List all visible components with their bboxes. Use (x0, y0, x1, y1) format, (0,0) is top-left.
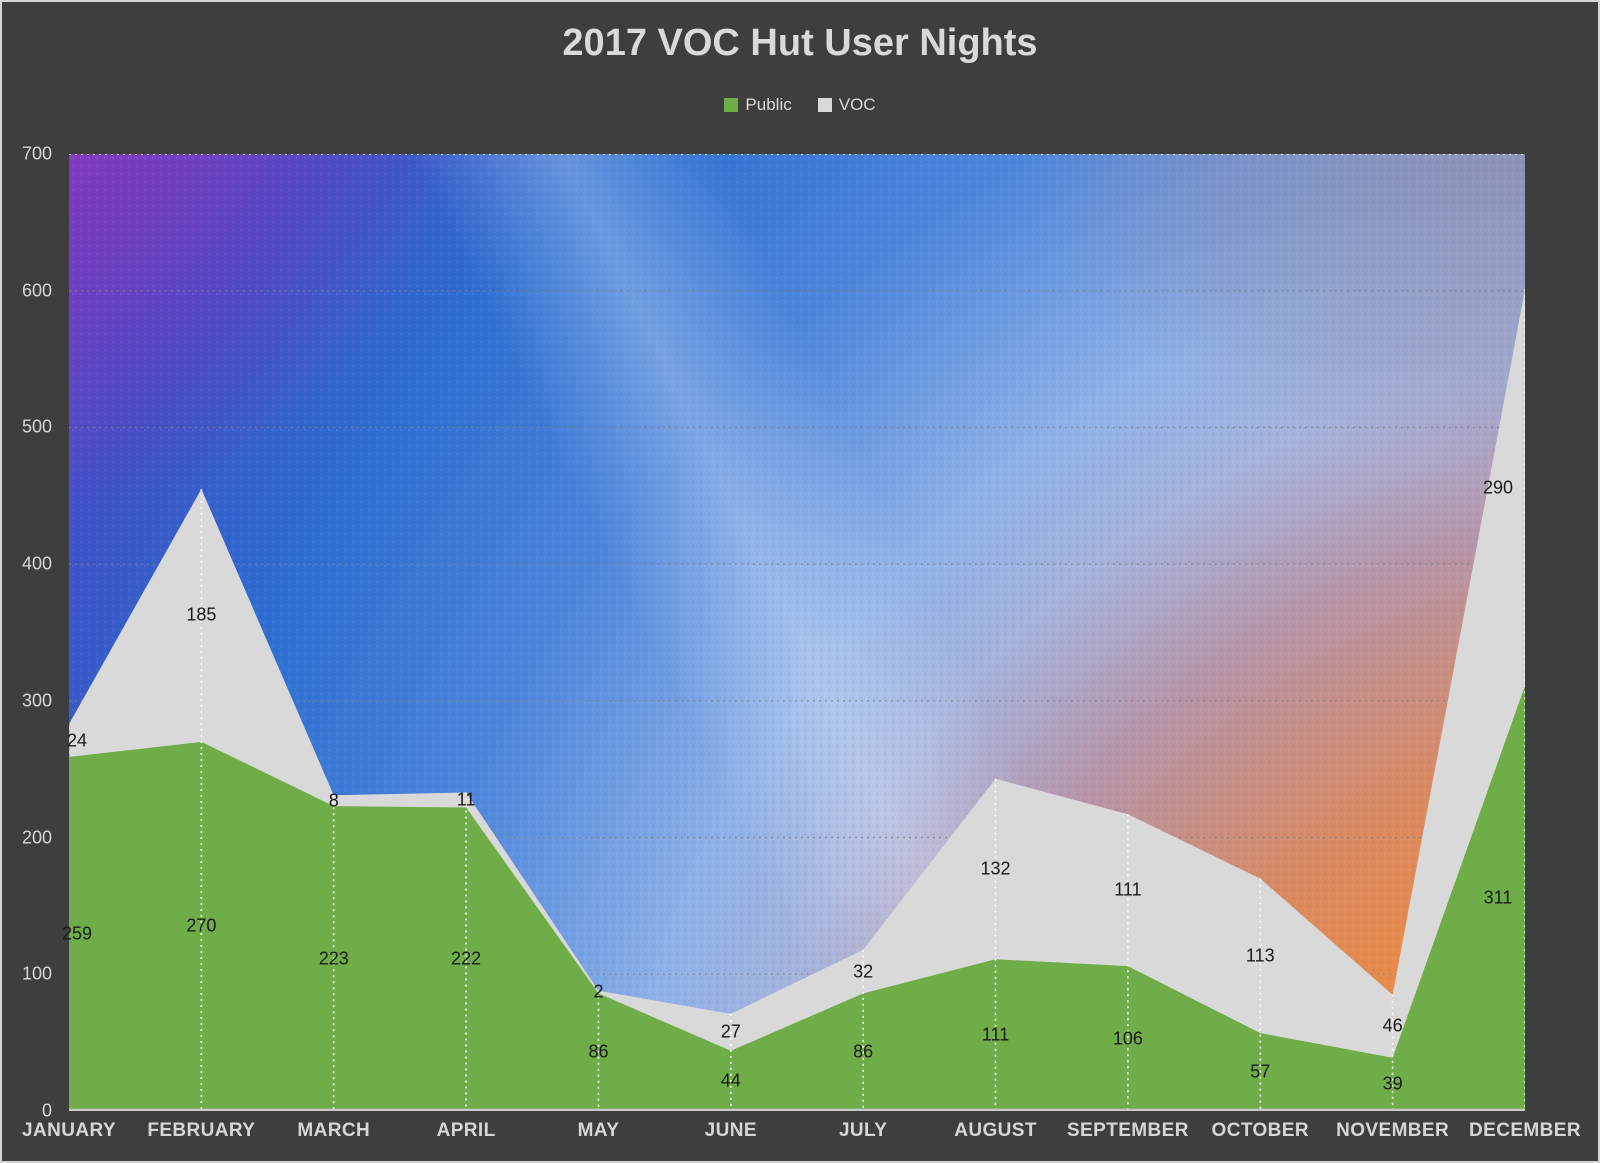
y-tick-label: 100 (21, 963, 52, 984)
x-tick-label: JUNE (704, 1120, 757, 1141)
y-tick-label: 0 (41, 1100, 52, 1121)
legend: Public VOC (2, 95, 1598, 115)
y-tick-label: 600 (21, 280, 52, 301)
x-tick-label: OCTOBER (1211, 1120, 1309, 1141)
y-tick-label: 300 (21, 690, 52, 711)
x-tick-label: DECEMBER (1469, 1120, 1581, 1141)
x-tick-label: AUGUST (954, 1120, 1037, 1141)
y-tick-label: 500 (21, 416, 52, 437)
y-axis: 0 100 200 300 400 500 600 700 (2, 144, 58, 1121)
x-tick-label: MARCH (297, 1120, 371, 1141)
y-tick-label: 400 (21, 553, 52, 574)
x-axis: JANUARY FEBRUARY MARCH APRIL MAY JUNE JULY AUGU… (22, 1120, 1581, 1154)
legend-label-public: Public (745, 95, 792, 114)
legend-item-voc[interactable]: VOC (817, 95, 876, 115)
x-tick-label: FEBRUARY (147, 1120, 256, 1141)
x-tick-label: MAY (577, 1120, 620, 1141)
voc-swatch-icon (817, 98, 832, 112)
stacked-area-chart (69, 154, 1525, 1111)
legend-label-voc: VOC (838, 95, 876, 114)
x-tick-label: JANUARY (22, 1120, 116, 1141)
public-swatch-icon (724, 98, 739, 112)
y-tick-label: 200 (21, 827, 52, 848)
x-tick-label: JULY (838, 1120, 888, 1141)
x-tick-label: NOVEMBER (1336, 1120, 1450, 1141)
chart-title: 2017 VOC Hut User Nights (562, 22, 1038, 64)
x-tick-label: SEPTEMBER (1066, 1120, 1189, 1141)
x-tick-label: APRIL (436, 1120, 496, 1141)
plot-area[interactable] (69, 154, 1525, 1111)
y-tick-label: 700 (21, 143, 52, 164)
legend-item-public[interactable]: Public (724, 95, 792, 115)
